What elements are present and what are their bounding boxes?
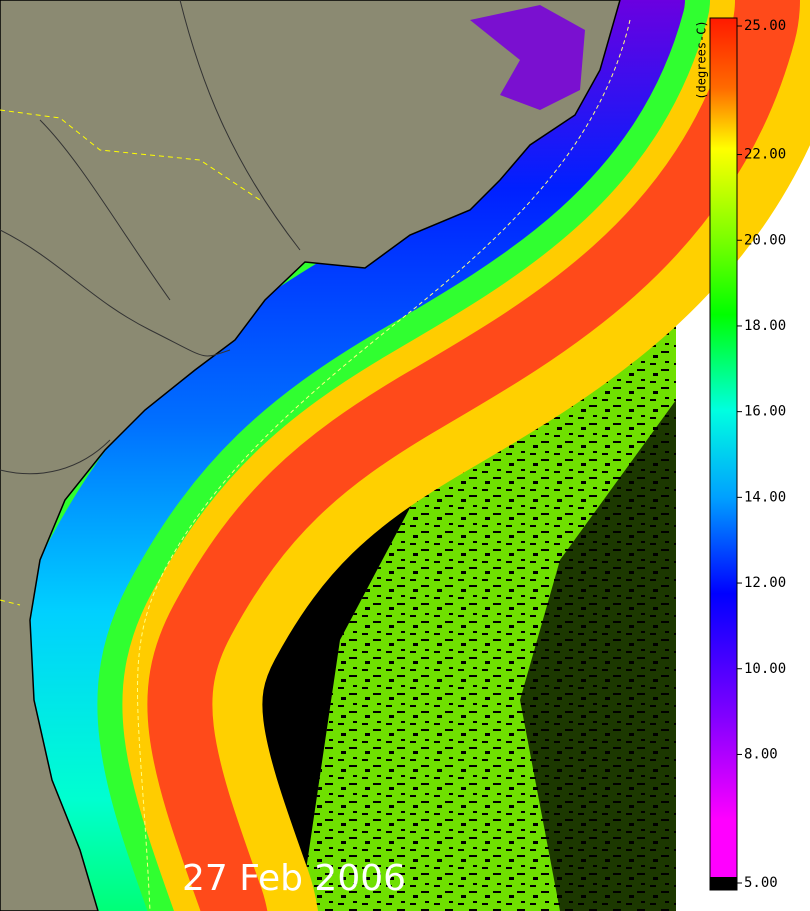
date-label: 27 Feb 2006 xyxy=(182,858,406,899)
colorbar-tick-label: 8.00 xyxy=(744,746,778,762)
colorbar-tick-label: 14.00 xyxy=(744,489,786,505)
colorbar-tick-label: 20.00 xyxy=(744,232,786,248)
colorbar-label: (degrees-C) xyxy=(695,20,709,99)
colorbar-tick-label: 16.00 xyxy=(744,404,786,420)
band-nearshore xyxy=(7,0,685,911)
rivers xyxy=(0,0,301,475)
colorbar-tick-label: 10.00 xyxy=(744,661,786,677)
cloud-mask xyxy=(520,400,676,911)
depth-contour xyxy=(137,19,631,911)
colorbar: (degrees-C) 25.00 22.00 20.00 18.00 16.00 14.… xyxy=(695,17,786,891)
state-borders xyxy=(0,109,261,606)
sound-water xyxy=(470,5,585,110)
colorbar-tick-label: 22.00 xyxy=(744,147,786,163)
colorbar-tick-label: 25.00 xyxy=(744,18,786,34)
colorbar-tick-label: 18.00 xyxy=(744,318,786,334)
colorbar-tick-label: 12.00 xyxy=(744,575,786,591)
colorbar-tick-label: 5.00 xyxy=(744,875,778,891)
colorbar-gradient xyxy=(709,17,738,891)
